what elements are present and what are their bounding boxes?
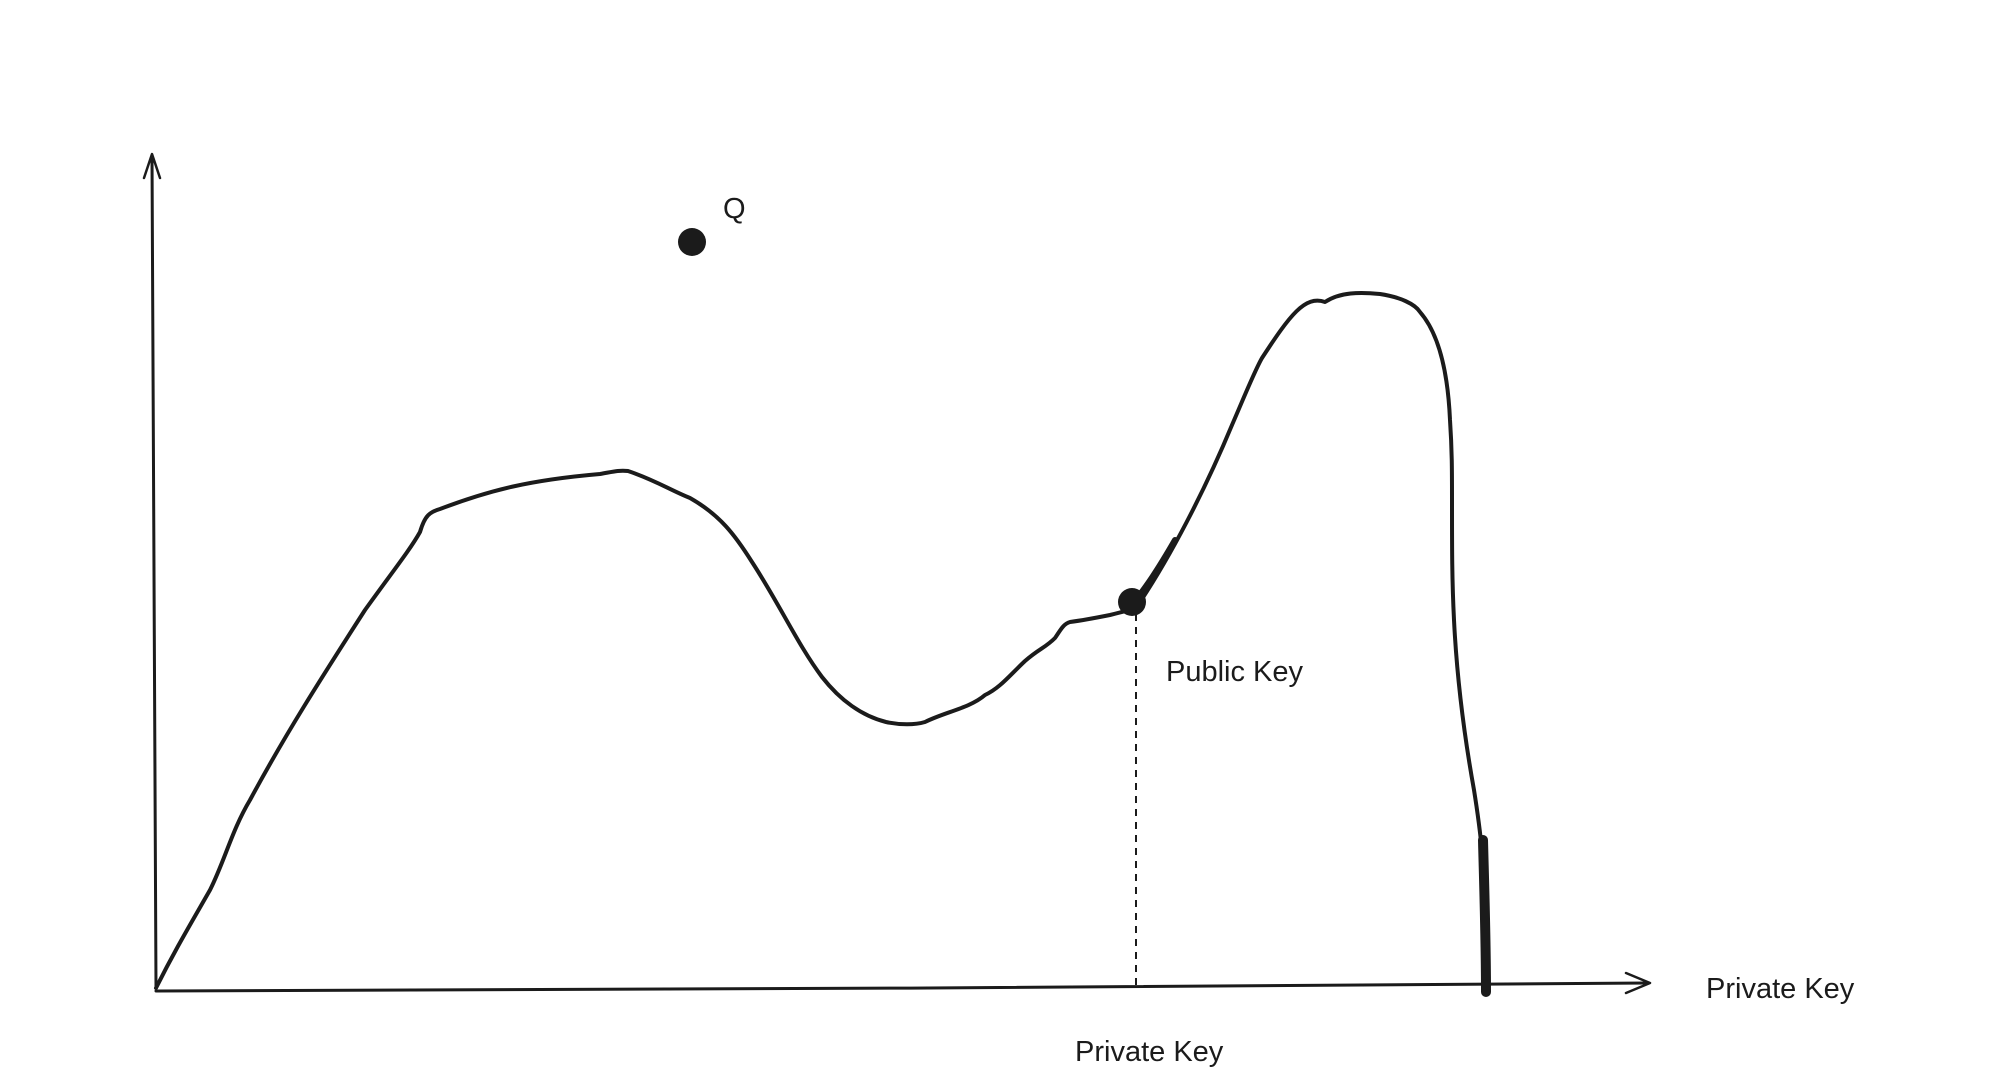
y-axis (144, 154, 160, 988)
curve-end-stroke (1483, 840, 1486, 992)
x-axis (156, 973, 1650, 993)
point-q-dot (678, 228, 706, 256)
point-q-label: Q (723, 193, 746, 225)
curve-line (156, 293, 1486, 988)
public-key-label: Public Key (1166, 656, 1304, 688)
public-key-dot (1118, 588, 1146, 616)
private-key-label: Private Key (1075, 1036, 1224, 1068)
x-axis-label: Private Key (1706, 973, 1855, 1005)
